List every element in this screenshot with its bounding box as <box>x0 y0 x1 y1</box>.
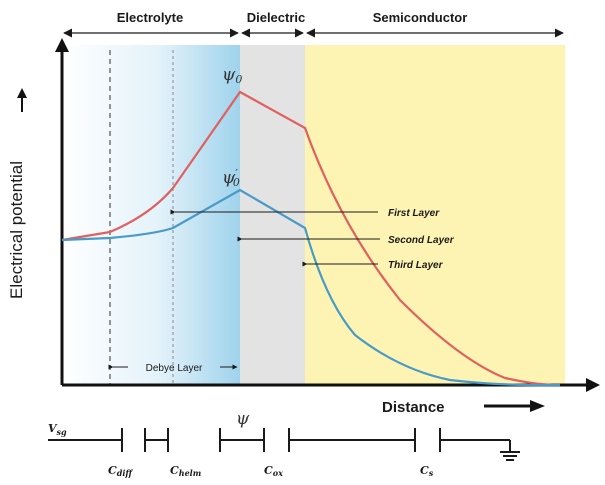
third-layer-label: Third Layer <box>388 260 444 271</box>
psi0-label: ψ0 <box>222 65 242 86</box>
y-axis-title: Electrical potential <box>7 161 26 299</box>
dielectric-region <box>240 45 305 385</box>
cox-label: Cox <box>264 464 283 478</box>
electrolyte-label: Electrolyte <box>117 10 183 25</box>
y-axis-title-group: Electrical potential <box>7 161 26 299</box>
cdiff-label: Cdiff <box>108 464 133 478</box>
blue-potential-curve <box>61 188 561 387</box>
second-layer-label: Second Layer <box>388 235 455 246</box>
semiconductor-label: Semiconductor <box>373 10 468 25</box>
psi-node-label: ψ <box>236 409 250 429</box>
equivalent-circuit <box>48 428 511 452</box>
y-axis-arrowhead <box>55 38 69 52</box>
first-layer-label: First Layer <box>388 208 440 219</box>
red-potential-curve <box>61 90 561 387</box>
debye-layer-label: Debye Layer <box>146 363 203 374</box>
electrolyte-region <box>62 45 240 385</box>
dielectric-label: Dielectric <box>247 10 306 25</box>
x-axis-title: Distance <box>382 399 445 416</box>
cs-label: Cs <box>420 464 434 478</box>
ground-icon <box>500 451 520 461</box>
distance-arrowhead <box>530 400 545 412</box>
vsg-label: Vsg <box>48 422 67 437</box>
y-title-arrowhead <box>17 88 27 98</box>
chelm-label: Chelm <box>170 464 201 478</box>
x-axis-arrowhead <box>586 378 600 392</box>
psi0-prime-label: ψ′ 0 <box>222 167 240 189</box>
